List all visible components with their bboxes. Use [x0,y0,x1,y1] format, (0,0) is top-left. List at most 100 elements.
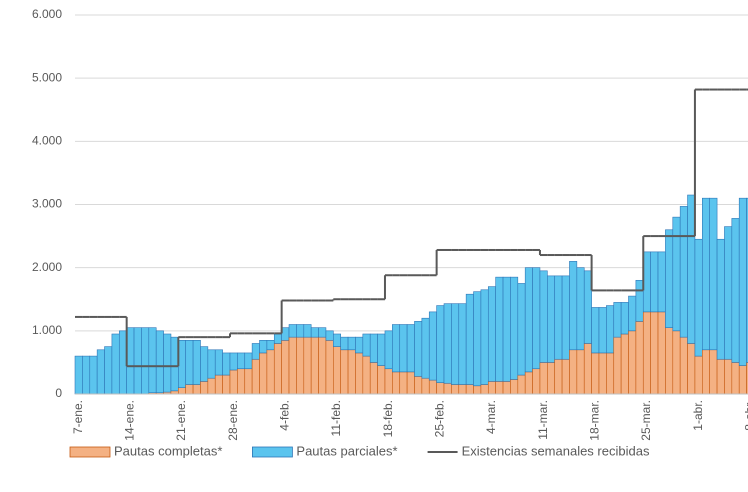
bar-segment [606,352,615,395]
bar-segment [569,261,578,351]
bar-segment [200,381,209,395]
bar-segment [746,362,748,395]
bar-segment [591,307,600,354]
bar-segment [185,340,194,385]
y-tick-label: 0 [55,386,62,400]
bar-segment [620,302,629,335]
bar-segment [229,369,238,395]
bar-segment [384,368,393,395]
bar-segment [731,218,740,363]
bar-segment [347,336,356,351]
bar-segment [273,333,282,344]
bar-segment [576,349,585,395]
bar-segment [333,333,341,347]
x-tick-label: 7-ene. [71,400,85,434]
bar-segment [421,377,430,395]
bar-segment [392,324,401,373]
bar-segment [738,197,747,366]
bar-segment [89,355,98,395]
bar-segment [399,324,408,373]
bar-segment [288,336,297,395]
bar-segment [155,330,164,394]
bar-segment [244,352,253,370]
bar-segment [170,336,179,392]
bar-segment [665,327,674,395]
bar-segment [679,336,688,395]
bar-segment [251,358,260,395]
x-tick-label: 25-feb. [432,400,446,437]
bar-segment [702,349,710,395]
bar-segment [598,352,607,395]
bar-segment [746,197,748,363]
bar-segment [207,349,216,379]
bar-segment [524,371,533,395]
bar-segment [126,327,135,395]
bar-segment [672,216,681,332]
bar-segment [561,358,570,395]
bar-segment [524,267,533,373]
bar-segment [281,327,290,341]
bar-segment [392,371,401,395]
bar-segment [406,371,415,395]
bar-segment [325,340,334,395]
bar-segment [510,379,519,395]
bar-segment [495,381,504,395]
bar-segment [539,270,548,363]
bar-segment [628,330,637,395]
bar-segment [502,381,511,395]
bar-segment [362,355,371,395]
bar-segment [583,270,592,344]
bar-segment [665,229,674,328]
x-tick-label: 14-ene. [123,400,137,441]
bar-segment [709,349,718,395]
y-tick-label: 3.000 [32,197,62,211]
bar-segment [259,352,268,395]
bar-segment [355,352,364,395]
bar-segment [672,330,681,395]
bar-segment [436,382,445,395]
bar-segment [576,267,585,351]
bar-segment [613,302,622,338]
bar-segment [635,321,644,395]
bar-segment [436,305,445,383]
bar-segment [428,311,437,381]
bar-segment [613,336,622,395]
bar-segment [702,197,710,351]
bar-segment [716,238,725,360]
bar-segment [606,305,615,354]
bar-segment [288,324,297,338]
bar-segment [192,384,201,395]
legend-label: Pautas completas* [114,443,222,458]
bar-segment [510,276,519,380]
bar-segment [694,238,703,357]
bar-segment [473,291,482,387]
bar-segment [414,321,423,377]
bar-segment [495,276,504,382]
bar-segment [399,371,408,395]
bar-segment [214,374,223,395]
bar-segment [687,343,696,395]
bar-segment [333,346,341,395]
bar-segment [133,327,142,395]
legend-label: Pautas parciales* [296,443,397,458]
bar-segment [443,303,452,384]
bar-segment [480,289,489,385]
bar-segment [517,374,526,395]
bar-segment [583,343,592,395]
bar-segment [547,275,556,363]
bar-segment [355,336,364,354]
bar-segment [731,362,740,395]
bar-segment [709,197,718,351]
y-tick-label: 1.000 [32,323,62,337]
bar-segment [318,336,327,395]
bar-segment [532,368,541,395]
x-tick-label: 4-mar. [484,400,498,434]
x-tick-label: 28-ene. [226,400,240,441]
bar-segment [724,226,733,360]
bar-segment [141,327,150,395]
bar-segment [207,377,216,395]
bar-segment [487,381,496,395]
x-tick-label: 18-mar. [587,400,601,441]
x-tick-label: 4-feb. [278,400,292,431]
bar-segment [163,333,172,393]
